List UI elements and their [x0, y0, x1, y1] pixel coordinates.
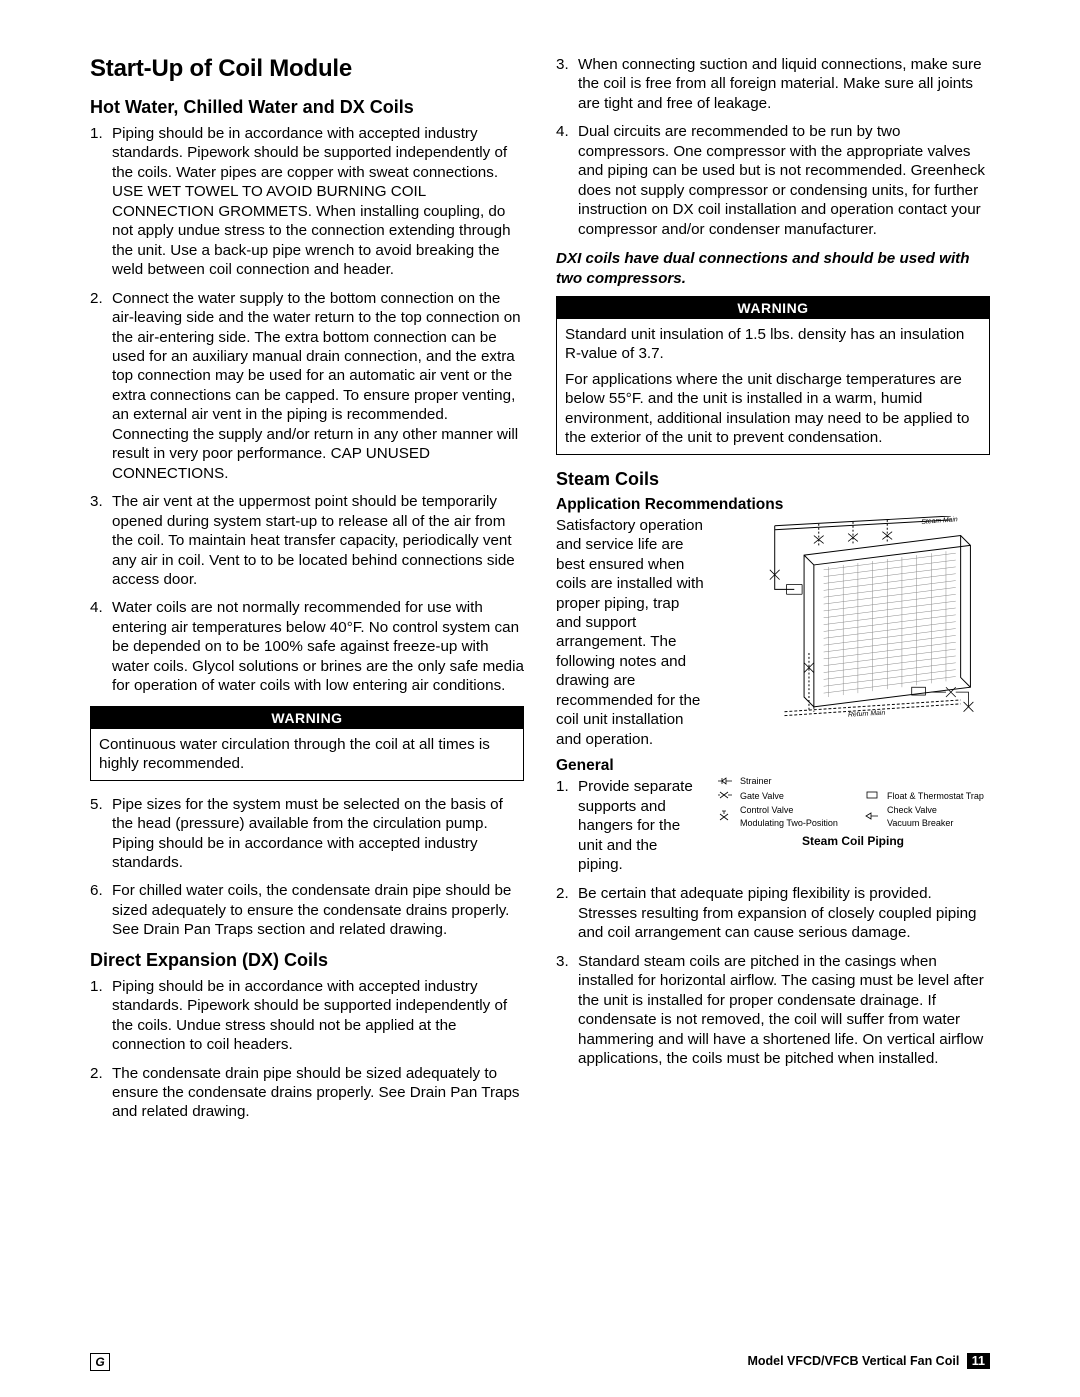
heading-hot-water: Hot Water, Chilled Water and DX Coils	[90, 97, 524, 118]
list-item: The condensate drain pipe should be size…	[90, 1064, 524, 1122]
dxi-note: DXI coils have dual connections and shou…	[556, 249, 990, 288]
legend-control: Control Valve Modulating Two-Position	[740, 804, 838, 829]
warning-header: WARNING	[557, 297, 989, 319]
warning-body: Standard unit insulation of 1.5 lbs. den…	[557, 319, 989, 454]
list-general-cont: Be certain that adequate piping flexibil…	[556, 884, 990, 1068]
legend-gate: Gate Valve	[740, 790, 784, 803]
brand-logo-icon: G	[90, 1353, 110, 1371]
list-item: The air vent at the uppermost point shou…	[90, 492, 524, 589]
list-dx-cont: When connecting suction and liquid conne…	[556, 55, 990, 239]
list-item: For chilled water coils, the condensate …	[90, 881, 524, 939]
list-item: Connect the water supply to the bottom c…	[90, 289, 524, 484]
list-general: Provide separate supports and hangers fo…	[556, 777, 706, 874]
warning-box: WARNING Standard unit insulation of 1.5 …	[556, 296, 990, 455]
list-item: Water coils are not normally recommended…	[90, 598, 524, 695]
list-item: Be certain that adequate piping flexibil…	[556, 884, 990, 942]
list-item: When connecting suction and liquid conne…	[556, 55, 990, 113]
list-item: Pipe sizes for the system must be select…	[90, 795, 524, 873]
list-item: Standard steam coils are pitched in the …	[556, 952, 990, 1069]
list-item: Piping should be in accordance with acce…	[90, 124, 524, 280]
list-item: Dual circuits are recommended to be run …	[556, 122, 990, 239]
legend-check: Check Valve Vacuum Breaker	[887, 804, 953, 829]
heading-steam-coils: Steam Coils	[556, 469, 990, 490]
heading-app-rec: Application Recommendations	[556, 496, 990, 514]
warning-p2: For applications where the unit discharg…	[565, 370, 981, 448]
left-column: Start-Up of Coil Module Hot Water, Chill…	[90, 55, 524, 1300]
page-title: Start-Up of Coil Module	[90, 55, 524, 83]
warning-body: Continuous water circulation through the…	[91, 729, 523, 780]
footer: Model VFCD/VFCB Vertical Fan Coil 11	[747, 1353, 990, 1369]
heading-general: General	[556, 757, 706, 775]
diagram-caption: Steam Coil Piping	[716, 834, 990, 848]
warning-header: WARNING	[91, 707, 523, 729]
warning-box: WARNING Continuous water circulation thr…	[90, 706, 524, 781]
diagram-legend: Strainer Gate Valve Float & Thermostat T…	[716, 775, 990, 829]
list-item: Provide separate supports and hangers fo…	[556, 777, 706, 874]
list-hot-water-cont: Pipe sizes for the system must be select…	[90, 795, 524, 940]
label-return-main: Return Main	[848, 709, 886, 718]
heading-dx-coils: Direct Expansion (DX) Coils	[90, 950, 524, 971]
label-steam-main: Steam Main	[921, 516, 958, 526]
legend-strainer: Strainer	[740, 775, 772, 788]
list-item: Piping should be in accordance with acce…	[90, 977, 524, 1055]
list-hot-water: Piping should be in accordance with acce…	[90, 124, 524, 696]
right-column: When connecting suction and liquid conne…	[556, 55, 990, 1300]
page-number: 11	[967, 1353, 990, 1369]
list-dx: Piping should be in accordance with acce…	[90, 977, 524, 1122]
steam-coil-diagram: Steam Main Return Main Strainer Gate Val…	[716, 516, 990, 885]
legend-float: Float & Thermostat Trap	[887, 790, 984, 803]
warning-p1: Standard unit insulation of 1.5 lbs. den…	[565, 325, 981, 364]
steam-intro: Satisfactory operation and service life …	[556, 516, 706, 749]
footer-model: Model VFCD/VFCB Vertical Fan Coil	[747, 1354, 959, 1368]
